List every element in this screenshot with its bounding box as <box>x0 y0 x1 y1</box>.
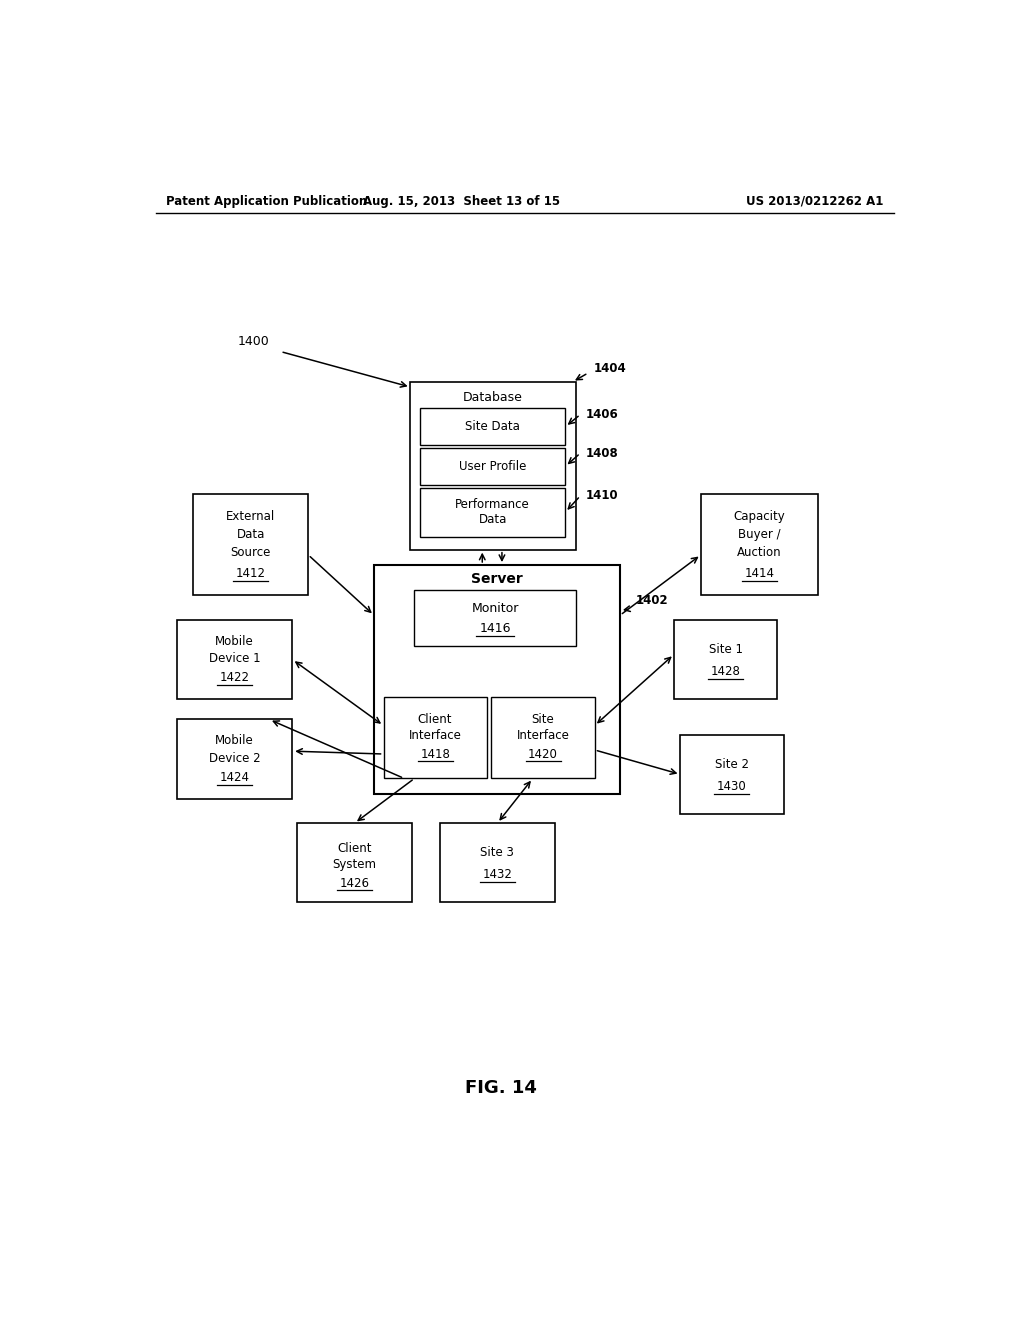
Text: Mobile: Mobile <box>215 734 254 747</box>
Bar <box>420 408 565 445</box>
Text: Interface: Interface <box>409 729 462 742</box>
Text: 1422: 1422 <box>220 672 250 684</box>
Text: 1410: 1410 <box>586 490 618 503</box>
Bar <box>374 565 620 793</box>
Bar <box>492 697 595 779</box>
Bar <box>701 494 818 595</box>
Text: Aug. 15, 2013  Sheet 13 of 15: Aug. 15, 2013 Sheet 13 of 15 <box>362 194 560 207</box>
Bar <box>440 824 555 903</box>
Bar <box>674 620 777 700</box>
Text: Patent Application Publication: Patent Application Publication <box>166 194 368 207</box>
Text: Mobile: Mobile <box>215 635 254 648</box>
Text: Data: Data <box>237 528 265 541</box>
Text: 1408: 1408 <box>586 446 618 459</box>
Text: Monitor: Monitor <box>471 602 519 615</box>
Text: Site 3: Site 3 <box>480 846 514 859</box>
Text: 1418: 1418 <box>420 747 451 760</box>
Bar <box>680 735 783 814</box>
Text: 1414: 1414 <box>744 566 775 579</box>
Text: Interface: Interface <box>517 729 569 742</box>
Text: 1424: 1424 <box>220 771 250 784</box>
Text: 1402: 1402 <box>636 594 669 607</box>
Text: External: External <box>226 510 275 523</box>
Text: Site 2: Site 2 <box>715 758 749 771</box>
Bar <box>297 824 412 903</box>
Text: FIG. 14: FIG. 14 <box>465 1080 537 1097</box>
Text: Database: Database <box>463 391 523 404</box>
Bar <box>414 590 577 647</box>
Text: Performance
Data: Performance Data <box>456 498 530 527</box>
Bar <box>384 697 486 779</box>
Text: Buyer /: Buyer / <box>738 528 781 541</box>
Text: Site 1: Site 1 <box>709 643 742 656</box>
Text: Client: Client <box>418 713 453 726</box>
Text: Auction: Auction <box>737 546 782 560</box>
Text: System: System <box>333 858 377 871</box>
Text: Client: Client <box>337 842 372 855</box>
Bar <box>410 381 577 549</box>
Text: User Profile: User Profile <box>459 459 526 473</box>
Text: Site: Site <box>531 713 554 726</box>
Text: Device 1: Device 1 <box>209 652 260 665</box>
Text: 1432: 1432 <box>482 869 512 882</box>
Text: Capacity: Capacity <box>734 510 785 523</box>
Text: 1416: 1416 <box>479 622 511 635</box>
Text: 1406: 1406 <box>586 408 618 421</box>
Bar <box>420 447 565 484</box>
Bar <box>194 494 308 595</box>
Text: 1412: 1412 <box>236 566 265 579</box>
Text: 1420: 1420 <box>528 747 558 760</box>
Text: Device 2: Device 2 <box>209 751 260 764</box>
Bar <box>177 620 292 700</box>
Text: Site Data: Site Data <box>465 420 520 433</box>
Text: 1430: 1430 <box>717 780 746 793</box>
Text: 1428: 1428 <box>711 665 740 678</box>
Text: 1400: 1400 <box>238 335 269 348</box>
Text: 1404: 1404 <box>594 362 627 375</box>
Text: Source: Source <box>230 546 270 560</box>
Bar <box>420 487 565 536</box>
Text: Server: Server <box>471 572 523 586</box>
Bar <box>177 719 292 799</box>
Text: US 2013/0212262 A1: US 2013/0212262 A1 <box>746 194 884 207</box>
Text: 1426: 1426 <box>340 876 370 890</box>
